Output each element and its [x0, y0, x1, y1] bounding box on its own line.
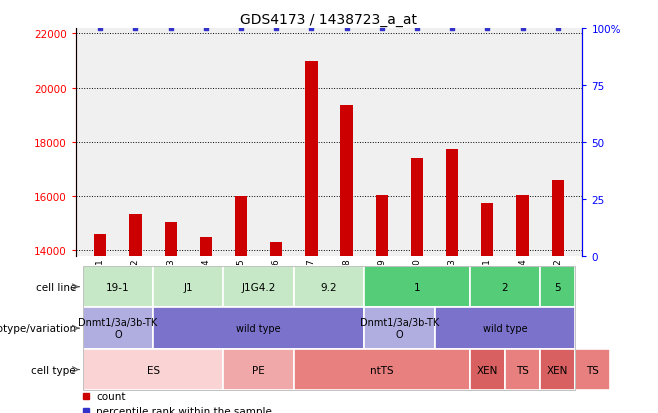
Text: Dnmt1/3a/3b-TK
O: Dnmt1/3a/3b-TK O [78, 318, 157, 339]
Bar [364, 308, 434, 349]
Text: cell type: cell type [32, 365, 76, 375]
Text: genotype/variation: genotype/variation [0, 323, 76, 333]
Point [376, 26, 387, 32]
Point [236, 26, 246, 32]
Text: J1G4.2: J1G4.2 [241, 282, 276, 292]
Point [95, 26, 105, 32]
Bar [153, 266, 224, 308]
Bar [224, 349, 294, 390]
Text: TS: TS [586, 365, 599, 375]
Bar [164, 222, 177, 413]
Text: J1: J1 [184, 282, 193, 292]
Bar [540, 349, 575, 390]
Point [130, 26, 141, 32]
Point [447, 26, 457, 32]
Bar [540, 266, 575, 308]
Text: 2: 2 [501, 282, 508, 292]
Bar [446, 149, 459, 413]
Bar [83, 349, 224, 390]
Bar [551, 180, 564, 413]
Text: XEN: XEN [547, 365, 569, 375]
Bar [294, 266, 364, 308]
Bar [130, 214, 141, 413]
Text: 5: 5 [555, 282, 561, 292]
Text: ES: ES [147, 365, 160, 375]
Bar [294, 349, 470, 390]
Text: percentile rank within the sample: percentile rank within the sample [96, 406, 272, 413]
Bar [517, 195, 528, 413]
Text: Dnmt1/3a/3b-TK
O: Dnmt1/3a/3b-TK O [360, 318, 439, 339]
Text: TS: TS [516, 365, 529, 375]
Text: 19-1: 19-1 [106, 282, 130, 292]
Point [306, 26, 316, 32]
Bar [224, 266, 294, 308]
Bar [376, 195, 388, 413]
Bar [505, 349, 540, 390]
Point [553, 26, 563, 32]
Bar [83, 266, 153, 308]
Bar [575, 349, 611, 390]
Point [201, 26, 211, 32]
Bar [411, 159, 423, 413]
Bar [434, 308, 575, 349]
Bar [235, 197, 247, 413]
Bar [94, 235, 107, 413]
Point [412, 26, 422, 32]
Bar [270, 242, 282, 413]
Bar [153, 308, 364, 349]
Point [482, 26, 493, 32]
Text: wild type: wild type [482, 323, 527, 333]
Text: 1: 1 [414, 282, 420, 292]
Bar [364, 266, 470, 308]
Text: ntTS: ntTS [370, 365, 393, 375]
Bar [470, 266, 540, 308]
Point [165, 26, 176, 32]
Bar [305, 62, 318, 413]
Bar [340, 106, 353, 413]
Title: GDS4173 / 1438723_a_at: GDS4173 / 1438723_a_at [241, 12, 417, 26]
Text: cell line: cell line [36, 282, 76, 292]
Bar [83, 308, 153, 349]
Text: 9.2: 9.2 [320, 282, 338, 292]
Point [517, 26, 528, 32]
Point [271, 26, 282, 32]
Bar [199, 237, 212, 413]
Bar [481, 203, 494, 413]
Text: count: count [96, 391, 126, 401]
Point [342, 26, 352, 32]
Text: wild type: wild type [236, 323, 281, 333]
Text: XEN: XEN [476, 365, 498, 375]
Text: PE: PE [252, 365, 265, 375]
Bar [470, 349, 505, 390]
